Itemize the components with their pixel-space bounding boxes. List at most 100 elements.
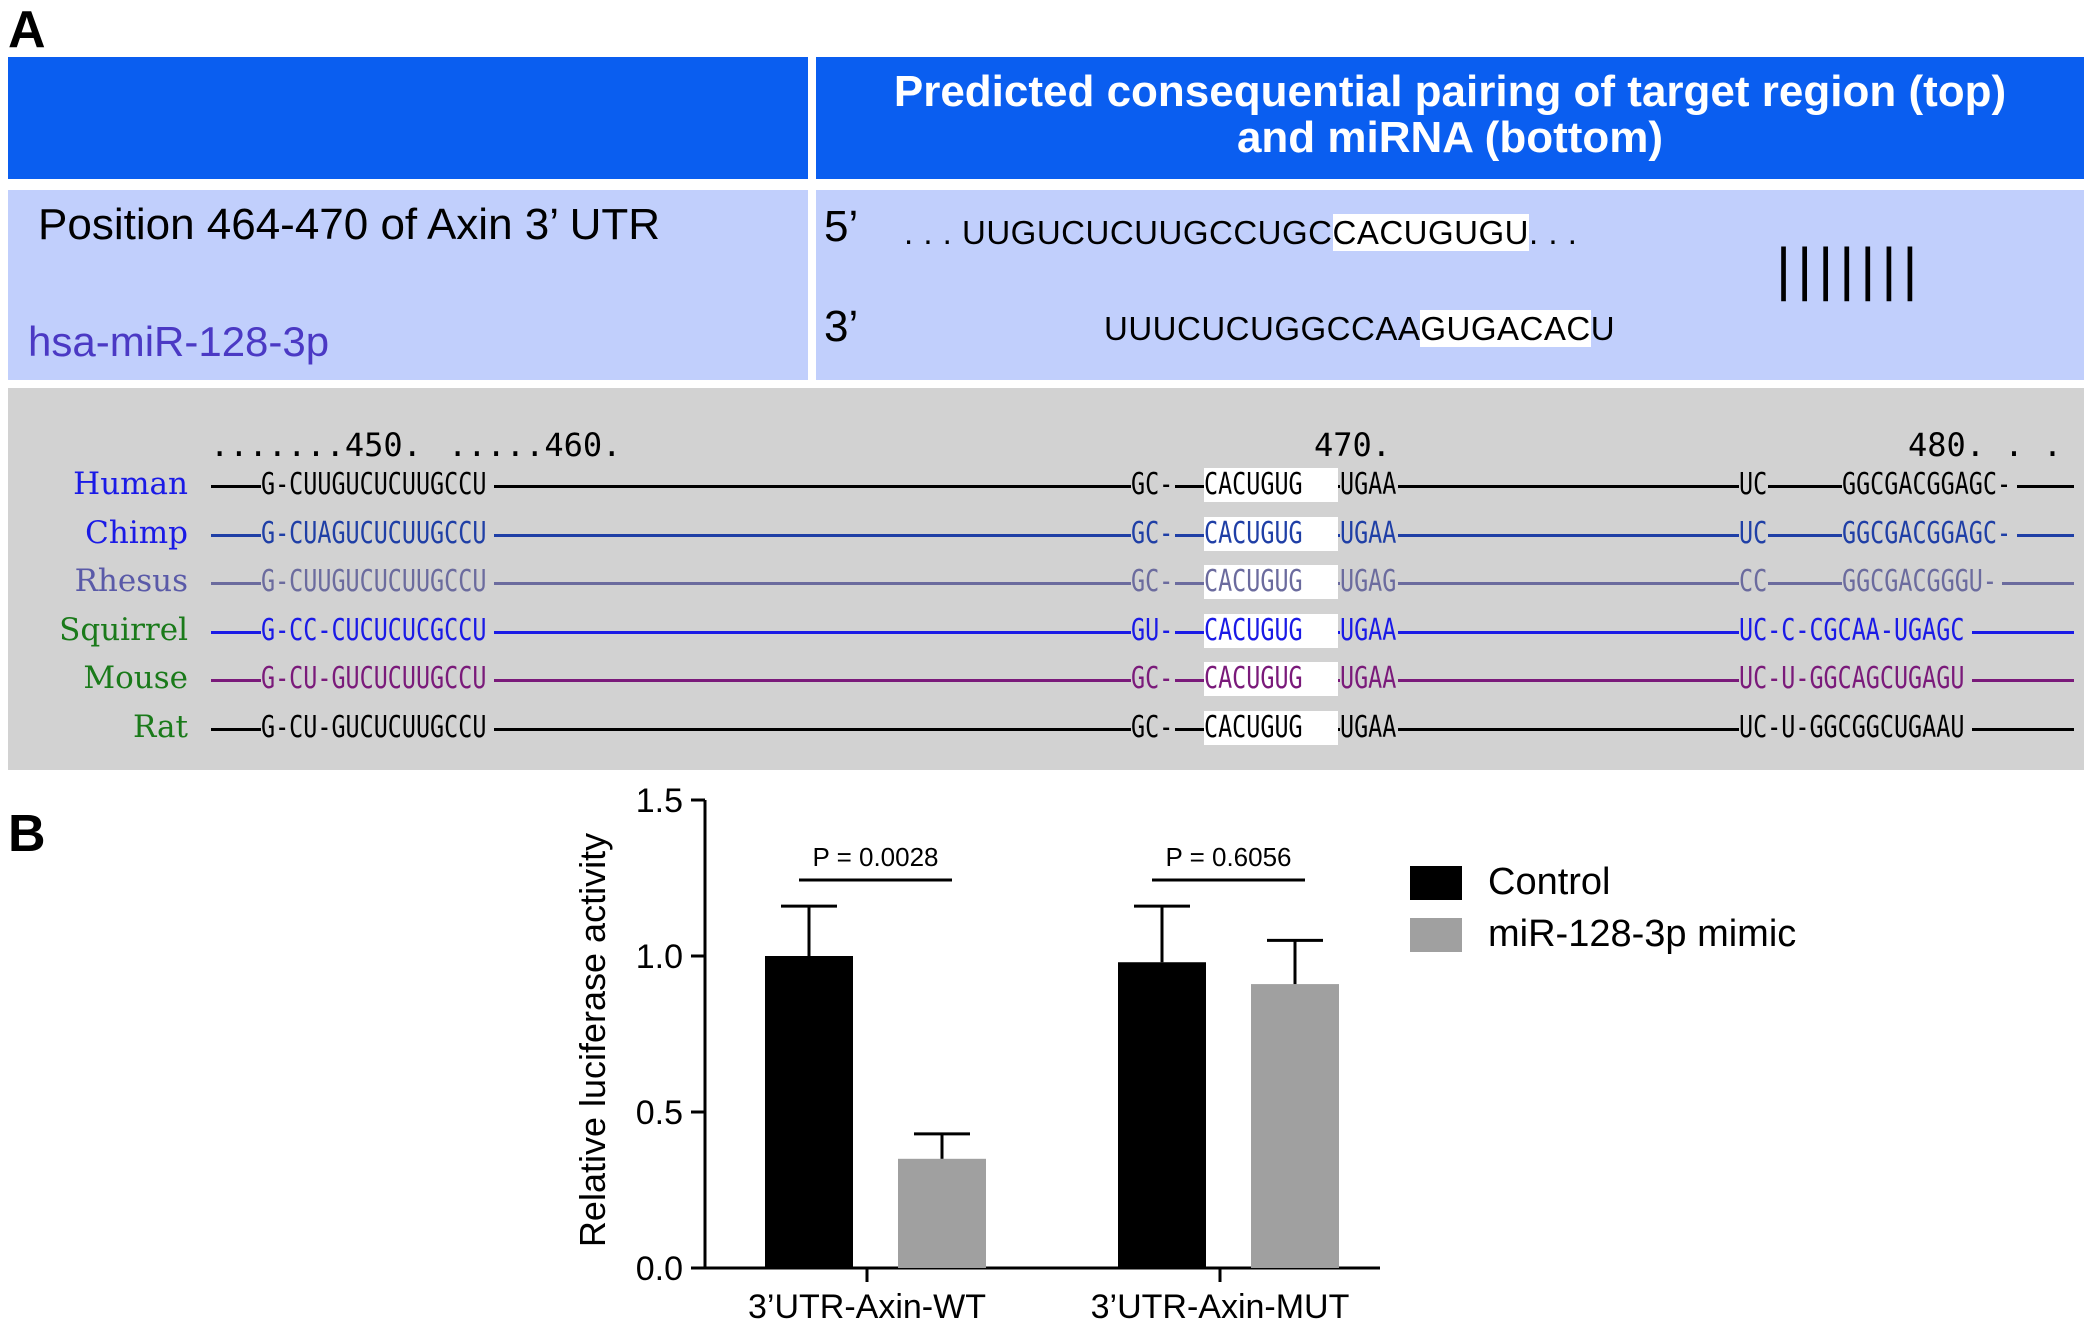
sequence-segment-2b: UGAA bbox=[1340, 661, 1397, 696]
sequence-seed: CACUGUG bbox=[1204, 467, 1303, 502]
segment-mask bbox=[1340, 615, 1399, 646]
sequence-segment-2b: UGAA bbox=[1340, 515, 1397, 551]
segment-mask bbox=[1842, 567, 2003, 597]
sequence-seed: CACUGUG bbox=[1204, 709, 1303, 745]
mirna-name: hsa-miR-128-3p bbox=[28, 318, 330, 365]
species-name: Rhesus bbox=[74, 563, 188, 599]
sequence-segment-2b: UGAA bbox=[1340, 709, 1397, 745]
sequence-seed: CACUGUG bbox=[1204, 515, 1303, 551]
segment-mask bbox=[1340, 518, 1399, 549]
sequence-segment-4: GGCGACGGGU- bbox=[1842, 564, 1997, 599]
sequence-segment-2a: GC- bbox=[1131, 564, 1174, 599]
y-tick-label: 0.0 bbox=[636, 1250, 683, 1288]
sequence-segment-1: G-CUAGUCUCUUGCCU bbox=[261, 515, 487, 551]
sequence-segment-1: G-CUUGUCUCUUGCCU bbox=[261, 467, 487, 502]
mirna-sequence: UUUCUCUGGCCAAGUGACACU bbox=[1104, 310, 1615, 348]
segment-mask bbox=[1739, 664, 1973, 694]
mirna-seq-pre: UUUCUCUGGCCAA bbox=[1104, 310, 1421, 347]
segment-mask bbox=[1842, 470, 2018, 500]
sequence-segment-2a: GC- bbox=[1131, 515, 1174, 551]
bar-mimic bbox=[898, 1158, 986, 1268]
species-name: Rat bbox=[133, 708, 188, 745]
ruler-470: 470. bbox=[1314, 426, 1392, 464]
seed-highlight-box bbox=[1204, 613, 1338, 648]
sequence-segment-1: G-CU-GUCUCUUGCCU bbox=[261, 661, 487, 696]
header-title-line1: Predicted consequential pairing of targe… bbox=[893, 67, 2007, 116]
conservation-alignment: .......450. .....460. 470. 480. . . . . … bbox=[8, 388, 2085, 770]
sequence-segment-4: GGCGACGGAGC- bbox=[1842, 515, 2012, 551]
segment-mask bbox=[1739, 518, 1769, 549]
target-dots-left: . . . bbox=[904, 214, 953, 251]
segment-mask bbox=[1131, 664, 1175, 694]
pairing-bars: ||||||| bbox=[1776, 237, 1924, 302]
segment-mask bbox=[1131, 567, 1175, 597]
seed-highlight-box bbox=[1204, 516, 1338, 551]
sequence-segment-4: GGCGACGGAGC- bbox=[1842, 467, 2012, 502]
segment-mask bbox=[261, 470, 495, 500]
target-sequence: . . . UUGUCUCUUGCCUGCCACUGUGU. . . bbox=[904, 214, 1577, 252]
segment-mask bbox=[1842, 518, 2018, 549]
sequence-segment-3: UC-U-GGCGGCUGAAU bbox=[1739, 709, 1965, 745]
segment-mask bbox=[261, 664, 495, 694]
segment-mask bbox=[1340, 567, 1399, 597]
header-title: Predicted consequential pairing of targe… bbox=[816, 69, 2084, 161]
sequence-seed: CACUGUG bbox=[1204, 612, 1303, 648]
target-seed-highlight: CACUGUGU bbox=[1332, 214, 1530, 251]
y-axis-label: Relative luciferase activity bbox=[572, 833, 613, 1247]
sequence-segment-2a: GU- bbox=[1131, 612, 1174, 648]
legend-label-control: Control bbox=[1488, 861, 1611, 903]
sequence-segment-1: G-CUUGUCUCUUGCCU bbox=[261, 564, 487, 599]
sequence-segment-2a: GC- bbox=[1131, 467, 1174, 502]
header-left-cell bbox=[8, 57, 808, 179]
bar-control bbox=[765, 956, 853, 1268]
mirna-seq-post: U bbox=[1590, 310, 1616, 347]
species-name: Squirrel bbox=[59, 611, 188, 648]
seed-highlight-box bbox=[1204, 468, 1338, 502]
header-right-cell: Predicted consequential pairing of targe… bbox=[816, 57, 2084, 179]
bar-mimic bbox=[1251, 984, 1339, 1268]
header-title-line2: and miRNA (bottom) bbox=[1236, 113, 1664, 162]
panel-b-label: B bbox=[8, 805, 46, 863]
legend-swatch-mimic bbox=[1410, 918, 1462, 952]
species-name: Human bbox=[73, 466, 188, 502]
y-tick-label: 0.5 bbox=[636, 1094, 683, 1132]
segment-mask bbox=[1131, 470, 1175, 500]
seed-highlight-box bbox=[1204, 662, 1338, 696]
ruler-480: 480. . . . . bbox=[1908, 426, 2085, 464]
segment-mask bbox=[1739, 615, 1973, 646]
bar-control bbox=[1118, 962, 1206, 1268]
ruler-460: .....460. bbox=[448, 426, 622, 464]
segment-mask bbox=[1340, 470, 1399, 500]
prime-5-label: 5’ bbox=[824, 202, 859, 251]
target-position-text: Position 464-470 of Axin 3’ UTR bbox=[38, 200, 661, 249]
segment-mask bbox=[1739, 470, 1769, 500]
species-name: Mouse bbox=[83, 660, 188, 696]
segment-mask bbox=[261, 567, 495, 597]
segment-mask bbox=[1131, 518, 1175, 549]
segment-mask bbox=[261, 518, 495, 549]
x-tick-label: 3’UTR-Axin-MUT bbox=[1091, 1288, 1350, 1320]
seed-highlight-box bbox=[1204, 565, 1338, 599]
segment-mask bbox=[1739, 712, 1973, 743]
sequence-segment-3: UC bbox=[1739, 467, 1768, 502]
legend-swatch-control bbox=[1410, 866, 1462, 900]
sequence-segment-1: G-CC-CUCUCUCGCCU bbox=[261, 612, 487, 648]
species-name: Chimp bbox=[85, 514, 188, 551]
segment-mask bbox=[1739, 567, 1769, 597]
sequence-segment-3: UC-U-GGCAGCUGAGU bbox=[1739, 661, 1965, 696]
sequence-segment-3: CC bbox=[1739, 564, 1768, 599]
p-value-label: P = 0.6056 bbox=[1165, 842, 1291, 872]
mirna-seed-highlight: GUGACAC bbox=[1420, 310, 1591, 347]
sequence-segment-2b: UGAA bbox=[1340, 612, 1397, 648]
sequence-segment-1: G-CU-GUCUCUUGCCU bbox=[261, 709, 487, 745]
segment-mask bbox=[261, 712, 495, 743]
y-tick-label: 1.5 bbox=[636, 782, 683, 820]
pairing-cell: 5’ . . . UUGUCUCUUGCCUGCCACUGUGU. . . ||… bbox=[816, 190, 2084, 380]
sequence-segment-3: UC bbox=[1739, 515, 1768, 551]
target-dots-right: . . . bbox=[1529, 214, 1578, 251]
prime-3-label: 3’ bbox=[824, 302, 859, 351]
legend-label-mimic: miR-128-3p mimic bbox=[1488, 913, 1797, 955]
sequence-segment-3: UC-C-CGCAA-UGAGC bbox=[1739, 612, 1965, 648]
segment-mask bbox=[1131, 615, 1175, 646]
